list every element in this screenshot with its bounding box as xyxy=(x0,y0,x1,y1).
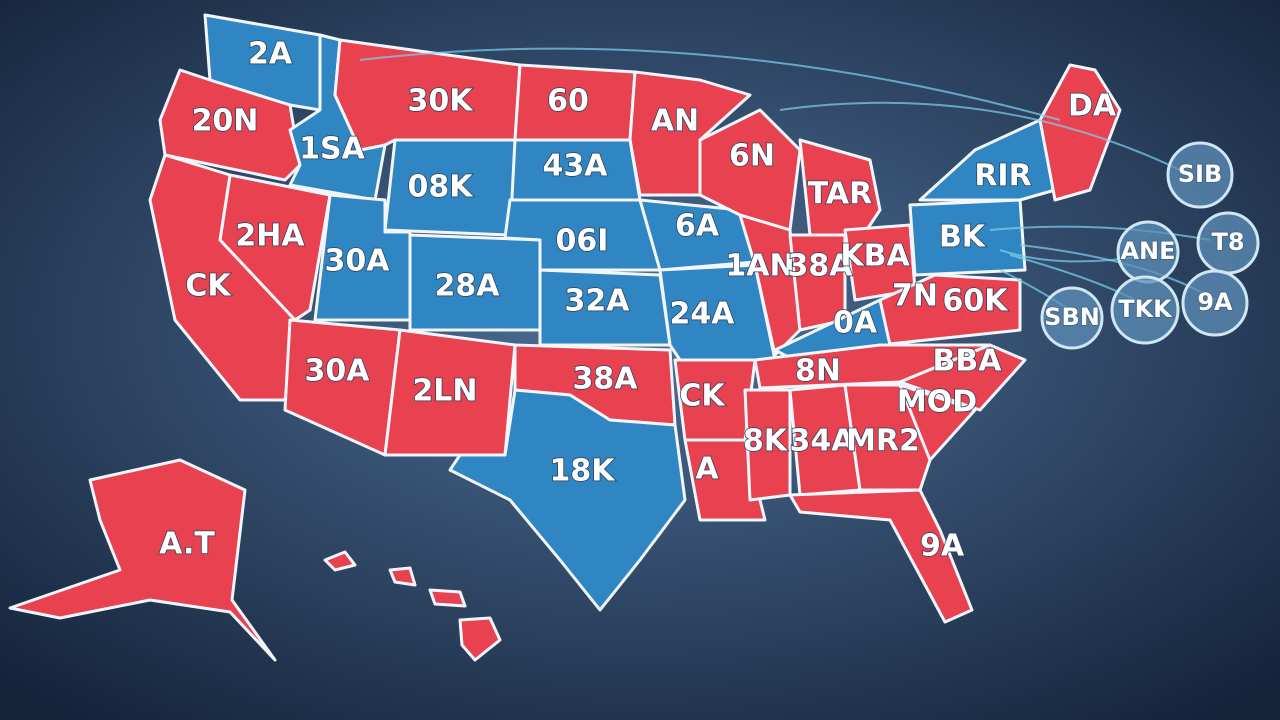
link xyxy=(779,101,1191,176)
state-label: 6N xyxy=(729,139,775,174)
state-label: CK xyxy=(679,379,726,414)
bubble-label: SBN xyxy=(1044,303,1100,331)
state-label: 1AN xyxy=(725,249,794,284)
state-label: 60 xyxy=(547,84,589,119)
state-label: A.T xyxy=(159,527,215,562)
island xyxy=(458,616,502,662)
bubble-label: 9A xyxy=(1197,288,1233,316)
state-label: 8N xyxy=(795,354,841,389)
bubble-label: T8 xyxy=(1211,228,1244,256)
state-label: BBA xyxy=(933,344,1003,379)
state xyxy=(683,438,767,522)
state-labels: 2A 20N 1SA 30K 60 AN 43A 08K 2HA CK 30A … xyxy=(158,36,1117,565)
state-label: BK xyxy=(939,220,987,255)
state-label: MR2 xyxy=(846,424,920,459)
state-label: 32A xyxy=(565,284,631,319)
state-label: 0A xyxy=(833,306,878,341)
state-label: AN xyxy=(651,104,699,139)
state xyxy=(898,343,1027,412)
state-label: 2LN xyxy=(412,374,477,409)
state-label: 38A xyxy=(573,362,639,397)
state-label: 38A xyxy=(788,249,854,284)
island xyxy=(323,550,357,572)
island xyxy=(428,588,467,608)
state-label: RIR xyxy=(974,159,1031,194)
state xyxy=(843,383,932,492)
state-label: 06I xyxy=(556,224,609,259)
link xyxy=(359,47,1061,121)
state-label: 30K xyxy=(408,84,475,119)
bubble xyxy=(1110,275,1180,345)
state-label: 28A xyxy=(435,269,501,304)
state-label: TAR xyxy=(808,177,872,212)
state-label: 18K xyxy=(550,454,617,489)
bubble xyxy=(1166,141,1234,209)
state xyxy=(448,388,687,612)
state-label: 8K xyxy=(743,424,789,459)
state-label: 34A xyxy=(790,424,856,459)
state-label: 6A xyxy=(675,209,720,244)
state-label: 1SA xyxy=(299,132,365,167)
state-label: 30A xyxy=(305,354,371,389)
state-label: DA xyxy=(1068,89,1117,124)
state-label: 2A xyxy=(248,37,293,72)
state-label: 2HA xyxy=(235,219,305,254)
link xyxy=(989,225,1211,241)
state xyxy=(313,193,412,322)
state-label: 7N xyxy=(892,279,938,314)
state xyxy=(8,458,277,662)
states xyxy=(8,13,1122,662)
bubble-label: SIB xyxy=(1178,160,1223,188)
state xyxy=(798,138,882,242)
bubbles xyxy=(1040,141,1260,350)
state xyxy=(908,198,1027,277)
state-label: A xyxy=(695,452,719,487)
state xyxy=(788,488,974,624)
state-label: 60K xyxy=(943,284,1010,319)
bubble xyxy=(1040,286,1104,350)
state-label: 24A xyxy=(670,297,736,332)
state-label: 08K xyxy=(408,170,475,205)
state xyxy=(158,68,302,182)
bubble-label: TKK xyxy=(1118,295,1173,323)
state xyxy=(1038,63,1122,202)
state-label: 9A xyxy=(920,529,965,564)
state-label: CK xyxy=(185,269,232,304)
state-label: 43A xyxy=(543,149,609,184)
bubble xyxy=(1181,269,1249,337)
state-label: 20N xyxy=(192,104,259,139)
island xyxy=(388,566,417,587)
state-label: KBA xyxy=(840,239,910,274)
state-label: MOD xyxy=(897,385,977,420)
bubble-label: ANE xyxy=(1120,237,1175,265)
state-label: 30A xyxy=(325,244,391,279)
bubble-labels: SIB T8 ANE SBN TKK 9A xyxy=(1043,159,1245,332)
